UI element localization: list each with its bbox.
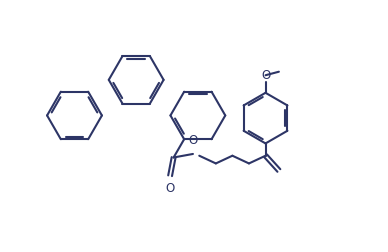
Text: O: O: [188, 134, 197, 147]
Text: O: O: [261, 69, 270, 82]
Text: O: O: [165, 182, 175, 195]
